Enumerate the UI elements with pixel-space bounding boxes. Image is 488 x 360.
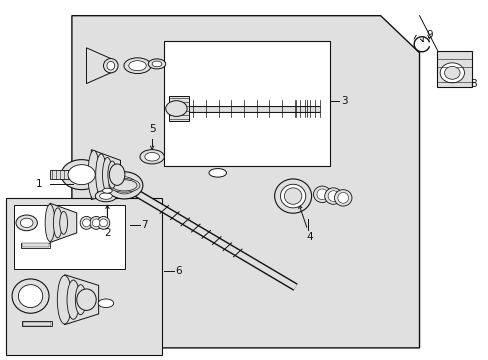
- Ellipse shape: [109, 179, 140, 192]
- Ellipse shape: [100, 219, 107, 227]
- Ellipse shape: [80, 216, 93, 229]
- Ellipse shape: [140, 150, 164, 164]
- Ellipse shape: [103, 59, 118, 73]
- Circle shape: [20, 218, 33, 228]
- Ellipse shape: [144, 153, 159, 161]
- Bar: [50, 170, 81, 179]
- Circle shape: [68, 165, 95, 185]
- Ellipse shape: [97, 216, 110, 229]
- Text: 5: 5: [148, 124, 155, 134]
- Ellipse shape: [53, 208, 62, 238]
- Polygon shape: [22, 321, 52, 327]
- Ellipse shape: [439, 63, 464, 83]
- Text: 8: 8: [469, 78, 476, 89]
- Text: 1: 1: [36, 179, 42, 189]
- Ellipse shape: [102, 188, 112, 193]
- Ellipse shape: [327, 191, 338, 202]
- Ellipse shape: [45, 204, 55, 242]
- Bar: [436, 51, 470, 87]
- Circle shape: [61, 159, 102, 190]
- Ellipse shape: [60, 211, 67, 234]
- Polygon shape: [22, 243, 49, 247]
- Ellipse shape: [444, 66, 459, 79]
- Ellipse shape: [98, 299, 114, 307]
- Text: 6: 6: [175, 266, 182, 276]
- Ellipse shape: [123, 58, 151, 73]
- Ellipse shape: [88, 150, 100, 199]
- Ellipse shape: [284, 188, 301, 204]
- Ellipse shape: [102, 157, 112, 192]
- Ellipse shape: [208, 168, 226, 177]
- Bar: [169, 96, 188, 121]
- Ellipse shape: [95, 190, 116, 202]
- Polygon shape: [86, 48, 111, 84]
- Ellipse shape: [92, 219, 100, 227]
- Ellipse shape: [57, 275, 72, 324]
- Circle shape: [113, 177, 136, 194]
- Ellipse shape: [90, 216, 102, 229]
- Polygon shape: [50, 203, 77, 243]
- Bar: [164, 41, 329, 166]
- Text: 3: 3: [340, 96, 346, 107]
- Ellipse shape: [128, 61, 146, 71]
- Ellipse shape: [280, 184, 305, 208]
- Ellipse shape: [12, 279, 49, 313]
- Bar: [14, 205, 125, 269]
- Polygon shape: [23, 322, 51, 326]
- Ellipse shape: [334, 190, 351, 206]
- Ellipse shape: [100, 193, 112, 199]
- Text: 7: 7: [141, 220, 148, 230]
- Ellipse shape: [324, 188, 342, 204]
- Text: 2: 2: [104, 228, 110, 238]
- Ellipse shape: [108, 161, 116, 188]
- Bar: [6, 198, 162, 355]
- Ellipse shape: [82, 219, 90, 227]
- Circle shape: [16, 215, 37, 231]
- Ellipse shape: [274, 179, 311, 213]
- Ellipse shape: [112, 180, 137, 191]
- Polygon shape: [91, 150, 120, 200]
- Ellipse shape: [19, 285, 42, 307]
- Text: 4: 4: [306, 232, 313, 242]
- Ellipse shape: [316, 189, 327, 200]
- Polygon shape: [72, 16, 419, 348]
- Ellipse shape: [96, 154, 106, 195]
- Ellipse shape: [337, 193, 348, 203]
- Polygon shape: [64, 275, 99, 325]
- Ellipse shape: [75, 285, 86, 315]
- Ellipse shape: [148, 59, 165, 69]
- Ellipse shape: [77, 289, 96, 310]
- Ellipse shape: [152, 61, 162, 67]
- Ellipse shape: [313, 186, 330, 203]
- Circle shape: [165, 101, 187, 116]
- Ellipse shape: [107, 62, 115, 70]
- Polygon shape: [21, 243, 50, 248]
- Ellipse shape: [109, 164, 124, 185]
- Ellipse shape: [67, 280, 80, 319]
- Circle shape: [106, 172, 142, 199]
- Text: 9: 9: [426, 30, 432, 40]
